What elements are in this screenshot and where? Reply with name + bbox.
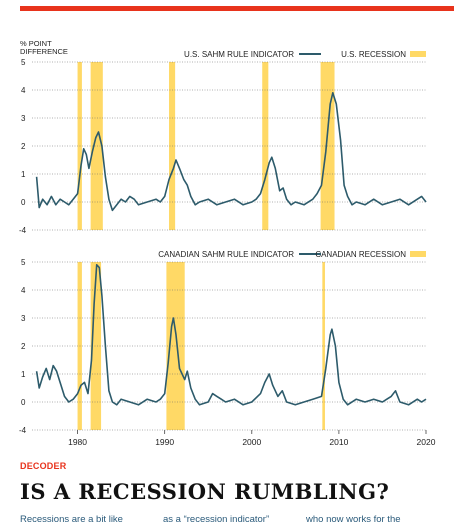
panel2-x-tick-label: 2020 <box>417 437 436 447</box>
panel2-recession-band-3 <box>322 262 325 430</box>
panel2-legend-recession-swatch <box>410 251 426 257</box>
top-accent-bar <box>20 6 454 11</box>
panel2-x-tick-label: 1990 <box>155 437 174 447</box>
panel1-series-line-0 <box>35 92 427 212</box>
panel2-x-tick-label: 1980 <box>68 437 87 447</box>
panel1-y-tick-label: 0 <box>21 198 26 207</box>
panel1-y-bottom-label: -4 <box>19 226 27 235</box>
panel2-y-tick-label: 0 <box>21 398 26 407</box>
panel2-legend-recession-label: CANADIAN RECESSION <box>315 250 406 259</box>
panel2-y-tick-label: 1 <box>21 370 26 379</box>
panel2-y-tick-label: 3 <box>21 314 26 323</box>
y-axis-label-line-2: DIFFERENCE <box>20 47 68 56</box>
panel1-y-tick-label: 5 <box>21 58 26 67</box>
panel2-recession-band-2 <box>166 262 185 430</box>
panel1-y-tick-label: 1 <box>21 170 26 179</box>
panel2-x-tick-label: 2000 <box>242 437 261 447</box>
panel2-recession-band-1 <box>90 262 102 430</box>
panel1-legend-series-label: U.S. SAHM RULE INDICATOR <box>184 50 294 59</box>
panel2-y-tick-label: 5 <box>21 258 26 267</box>
body-column-2: as a “recession indicator” <box>163 514 270 525</box>
panel2-series-line-0 <box>35 264 427 406</box>
panel1-y-tick-label: 3 <box>21 114 26 123</box>
panel2-y-tick-label: 4 <box>21 286 26 295</box>
panel1-legend-recession-swatch <box>410 51 426 57</box>
panel2-x-tick-label: 2010 <box>329 437 348 447</box>
body-column-1: Recessions are a bit like <box>20 514 123 525</box>
body-column-3: who now works for the <box>306 514 401 525</box>
panel1-legend-recession-label: U.S. RECESSION <box>341 50 406 59</box>
panel1-y-tick-label: 4 <box>21 86 26 95</box>
panel1-y-tick-label: 2 <box>21 142 26 151</box>
y-axis-label-line-1: % POINT <box>20 39 52 48</box>
panel2-y-bottom-label: -4 <box>19 426 27 435</box>
panel2-legend-series-label: CANADIAN SAHM RULE INDICATOR <box>158 250 294 259</box>
section-label: DECODER <box>20 461 67 471</box>
headline: IS A RECESSION RUMBLING? <box>20 479 390 504</box>
panel1-recession-band-1 <box>90 62 103 230</box>
panel2-y-tick-label: 2 <box>21 342 26 351</box>
